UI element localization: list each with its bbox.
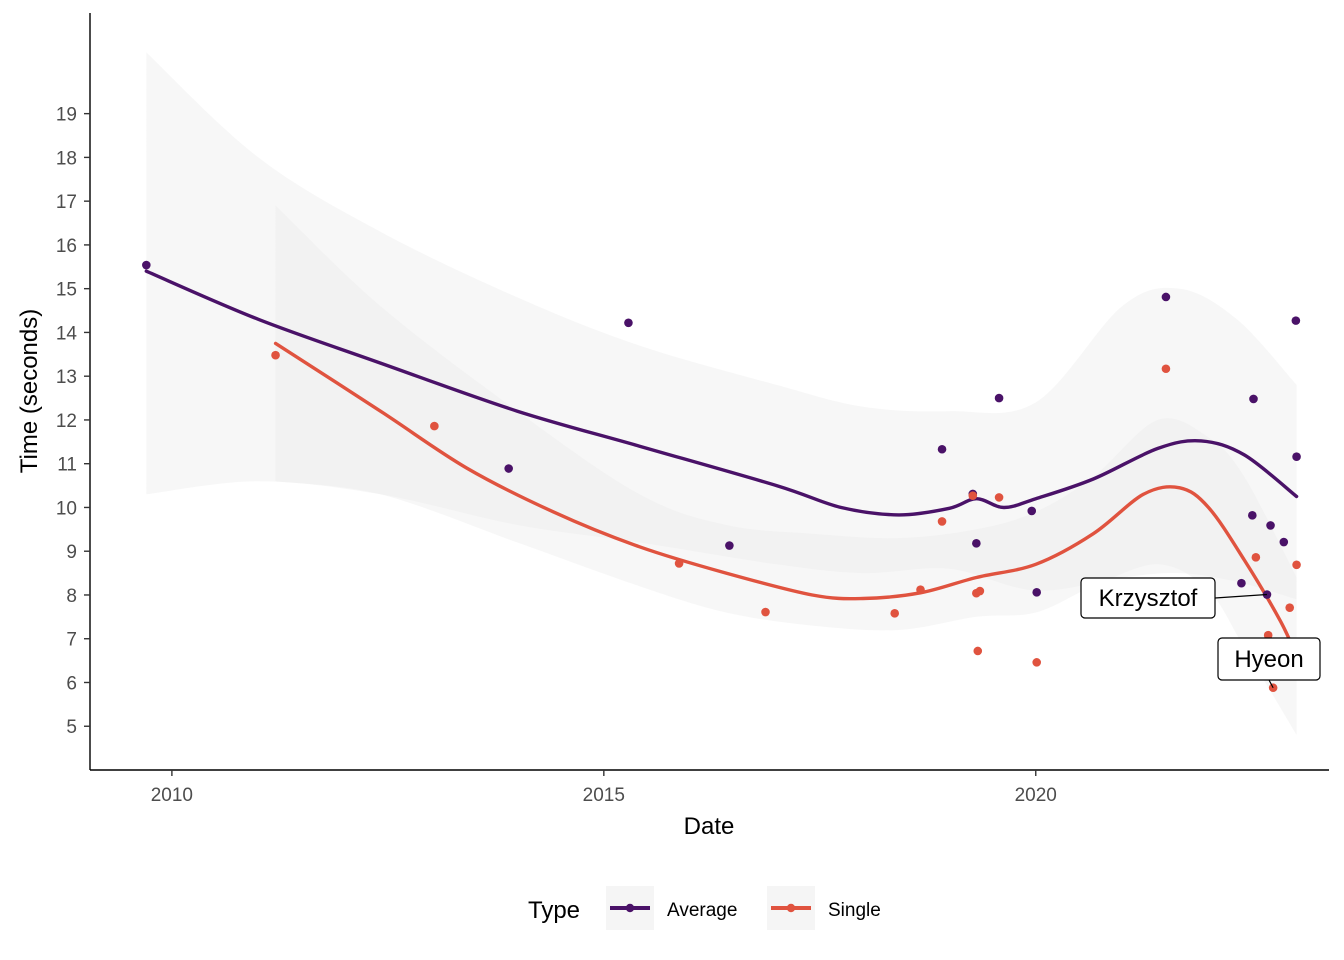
y-tick-label-9: 9 (66, 542, 77, 563)
y-tick-label-14: 14 (56, 323, 78, 344)
legend-label-single: Single (828, 900, 881, 921)
point-single-17 (1285, 603, 1295, 612)
point-single-5 (916, 585, 925, 595)
x-tick-label-2015: 2015 (583, 785, 625, 806)
legend-key-average (606, 886, 654, 930)
point-average-1 (504, 464, 513, 473)
confidence-band-single (275, 205, 1297, 735)
y-tick-label-6: 6 (66, 673, 77, 694)
trend-line-average (144, 269, 1299, 517)
point-average-3 (725, 541, 734, 550)
point-single-7 (968, 491, 978, 500)
annotation-leader-hyeon (1268, 679, 1274, 689)
y-tick-label-7: 7 (66, 630, 77, 651)
y-tick-label-11: 11 (57, 455, 77, 476)
axes: 5 6 7 8 9 10 11 12 13 14 15 16 17 18 19 2010 2015 2020 (56, 13, 1329, 806)
point-single-4 (890, 609, 899, 618)
point-average-6 (972, 539, 981, 548)
point-average-4 (937, 444, 947, 454)
x-ticks: 2010 2015 2020 (151, 770, 1057, 806)
confidence-band-average (146, 52, 1297, 600)
point-single-6 (937, 517, 947, 526)
annotation-label-hyeon: Hyeon (1234, 646, 1303, 673)
point-single-0 (271, 350, 280, 360)
point-average-13 (1248, 511, 1257, 520)
x-axis-title: Date (684, 813, 735, 840)
confidence-bands (146, 52, 1297, 735)
y-tick-label-15: 15 (56, 280, 77, 301)
point-average-12 (1249, 394, 1258, 404)
point-single-18 (1292, 560, 1301, 570)
y-tick-label-5: 5 (66, 717, 77, 738)
y-tick-label-19: 19 (56, 105, 77, 126)
y-ticks: 5 6 7 8 9 10 11 12 13 14 15 16 17 18 19 (56, 105, 90, 738)
y-tick-label-17: 17 (56, 192, 77, 213)
y-tick-label-16: 16 (56, 236, 77, 257)
annotation-label-krzysztof: Krzysztof (1099, 585, 1198, 612)
point-average-0 (142, 260, 151, 270)
point-single-15 (1263, 630, 1273, 640)
point-average-17 (1291, 316, 1301, 325)
point-average-16 (1279, 537, 1289, 547)
point-single-13 (1161, 364, 1171, 374)
legend: Type Average Single (528, 886, 881, 930)
y-tick-label-8: 8 (66, 586, 77, 607)
point-single-9 (975, 586, 985, 596)
y-tick-label-12: 12 (56, 411, 77, 432)
x-tick-label-2010: 2010 (151, 785, 193, 806)
legend-label-average: Average (667, 900, 737, 921)
y-axis-title: Time (seconds) (16, 309, 43, 473)
legend-title: Type (528, 897, 580, 924)
annotation-box-hyeon (1217, 637, 1321, 681)
legend-key-single-dot (786, 903, 796, 913)
point-average-15 (1266, 521, 1275, 530)
y-tick-label-10: 10 (56, 498, 77, 519)
legend-key-single (767, 886, 815, 930)
annotations: Krzysztof Hyeon (1080, 577, 1321, 689)
point-single-10 (973, 646, 983, 656)
point-average-8 (1027, 506, 1037, 516)
point-single-1 (430, 421, 439, 431)
data-points (142, 260, 1301, 693)
point-average-10 (1161, 292, 1171, 302)
x-tick-label-2020: 2020 (1015, 785, 1057, 806)
point-average-18 (1292, 452, 1301, 461)
y-tick-label-13: 13 (56, 367, 77, 388)
point-single-14 (1251, 553, 1261, 562)
legend-key-average-dot (625, 903, 635, 913)
point-single-3 (761, 607, 770, 617)
y-tick-label-18: 18 (56, 148, 77, 169)
point-average-9 (1032, 588, 1042, 597)
point-average-2 (624, 318, 633, 328)
point-average-11 (1237, 578, 1246, 588)
point-single-12 (1032, 658, 1042, 667)
point-single-11 (994, 493, 1004, 502)
point-average-7 (994, 393, 1004, 403)
point-single-2 (674, 559, 684, 568)
annotation-box-krzysztof (1080, 577, 1216, 619)
annotation-leader-krzysztof (1214, 593, 1268, 599)
